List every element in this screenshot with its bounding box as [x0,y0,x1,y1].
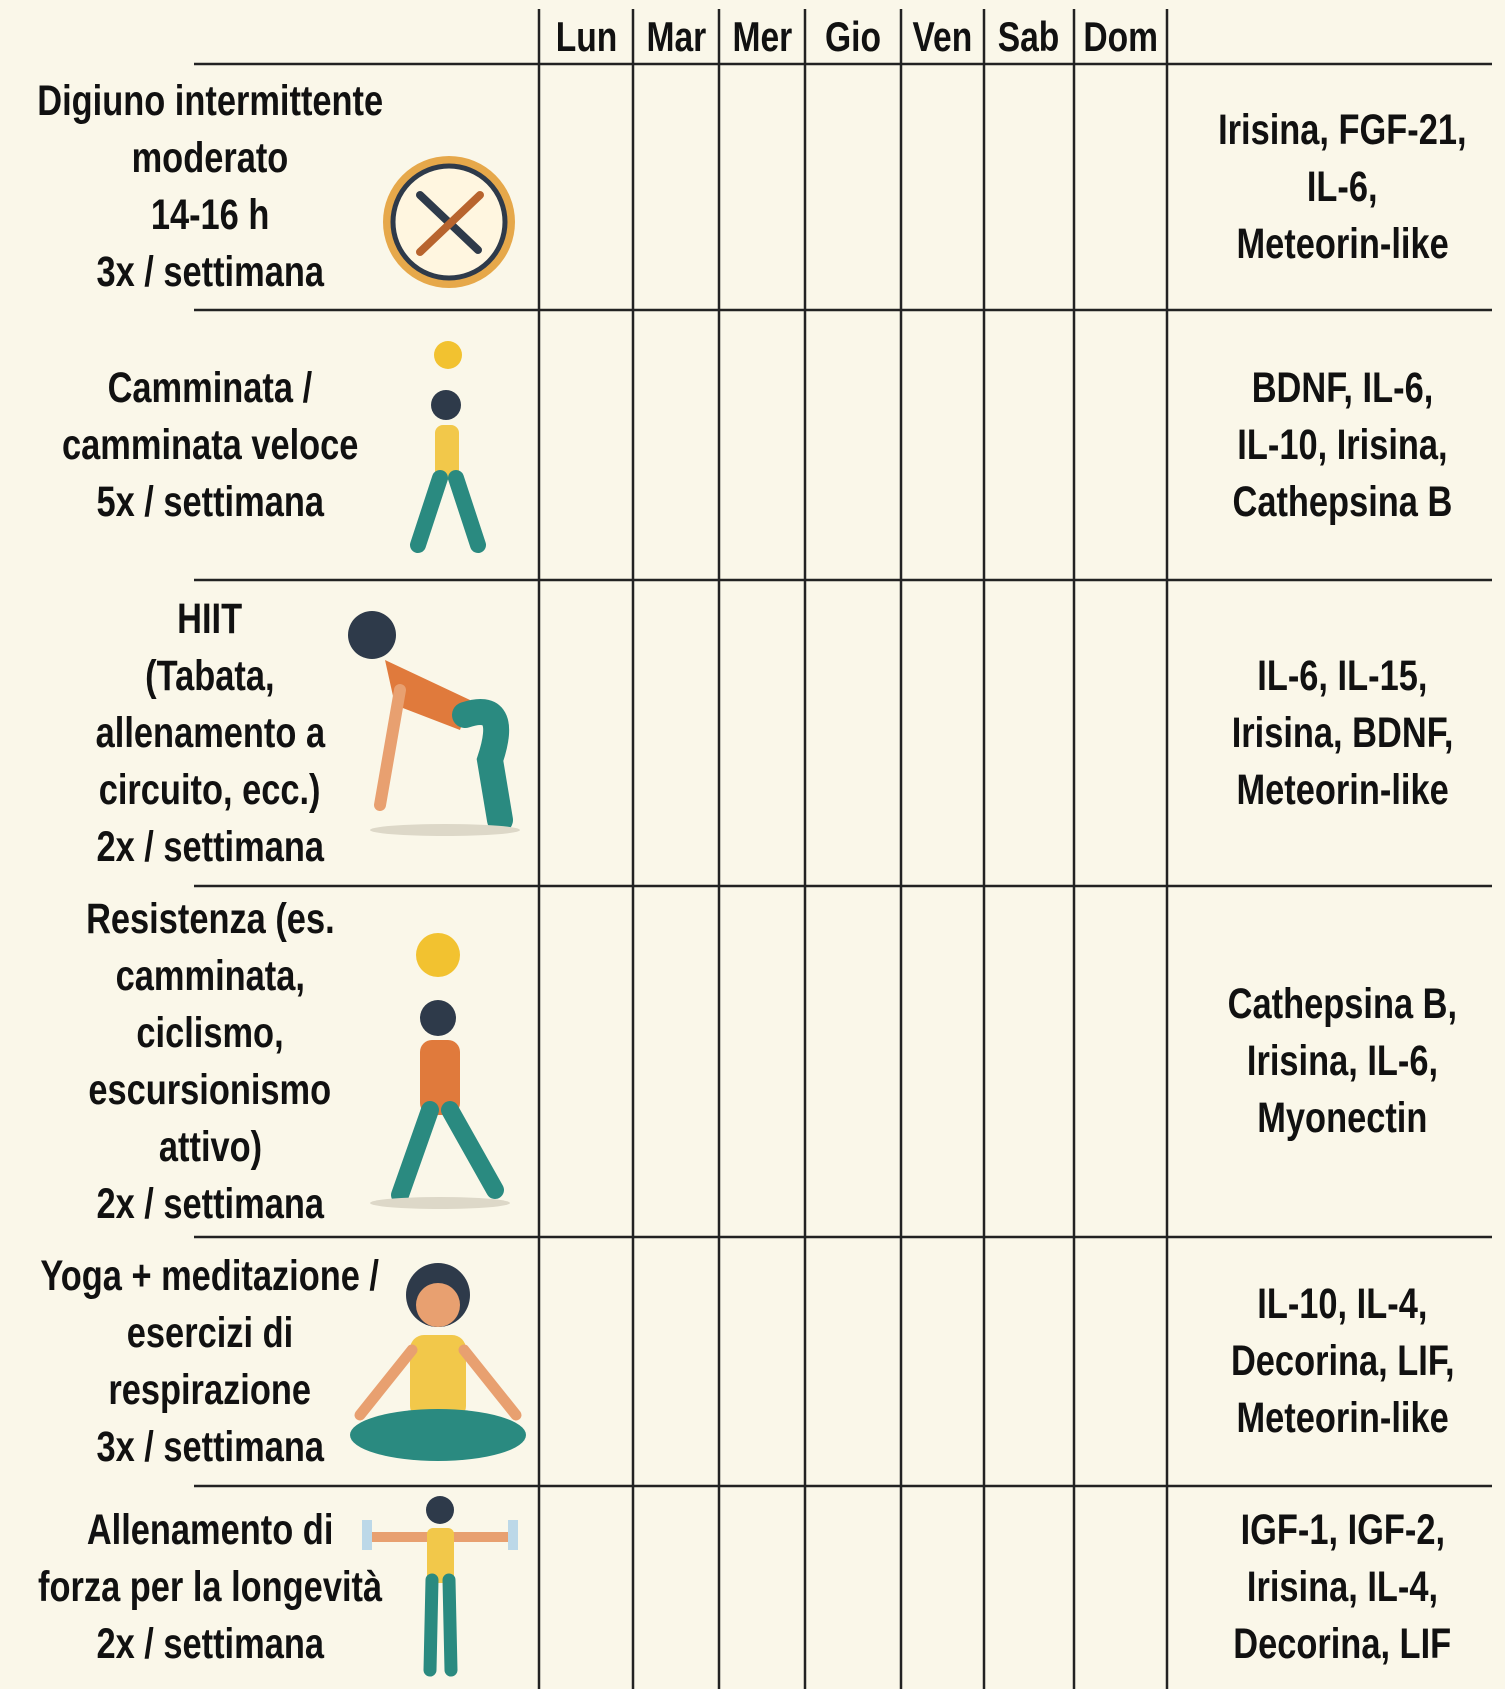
activity-text: esercizi di [126,1308,294,1357]
day-label: Gio [825,13,881,60]
molecules-cell: IL-6, IL-15, Irisina, BDNF, Meteorin-like [1180,580,1505,886]
day-header: Dom [1074,10,1167,64]
molecule-text: Cathepsina B [1232,477,1453,526]
activity-cell: Digiuno intermittente moderato 14-16 h 3x /… [0,64,420,310]
activity-text: allenamento a [95,708,325,757]
day-label: Mer [732,13,792,60]
day-header: Gio [805,10,901,64]
activity-text: moderato [131,134,289,182]
day-header: Lun [539,10,633,64]
activity-text: respirazione [108,1365,312,1414]
activity-text: Yoga + meditazione / [40,1251,380,1300]
activity-cell: Resistenza (es. camminata, ciclismo, escurs… [0,886,420,1237]
activity-text: Resistenza (es. [85,894,335,943]
molecule-text: Meteorin-like [1236,765,1449,814]
molecule-text: Irisina, IL-4, [1246,1563,1439,1611]
activity-text: 5x / settimana [96,477,324,526]
activity-text: 2x / settimana [96,1179,324,1228]
grid-lines [194,9,1492,1689]
activity-text: camminata veloce [61,420,359,469]
activity-text: escursionismo [88,1065,332,1114]
molecules-cell: BDNF, IL-6, IL-10, Irisina, Cathepsina B [1180,310,1505,580]
day-header: Sab [984,10,1074,64]
molecule-text: Irisina, FGF-21, [1218,105,1467,154]
activity-cell: HIIT (Tabata, allenamento a circuito, ecc.)… [0,580,420,886]
day-label: Sab [998,13,1060,60]
yoga-icon [350,1263,526,1461]
activity-text: ciclismo, [136,1008,284,1057]
activity-cell: Allenamento di forza per la longevità 2x /… [0,1486,420,1689]
day-header: Mer [719,10,805,64]
activity-text: attivo) [158,1122,262,1171]
day-header: Ven [901,10,984,64]
molecules-cell: Irisina, FGF-21, IL-6, Meteorin-like [1180,64,1505,310]
activity-text: (Tabata, [145,651,275,700]
molecule-text: Meteorin-like [1236,1394,1449,1442]
day-header: Mar [633,10,719,64]
molecule-text: IL-10, IL-4, [1257,1280,1428,1328]
molecule-text: Cathepsina B, [1227,980,1458,1028]
molecules-cell: IL-10, IL-4, Decorina, LIF, Meteorin-like [1180,1237,1505,1486]
activity-cell: Yoga + meditazione / esercizi di respirazi… [0,1237,420,1486]
activity-text: 3x / settimana [96,1422,324,1471]
activity-text: Digiuno intermittente [37,77,383,125]
activity-text: Allenamento di [86,1506,334,1554]
endurance-icon [370,933,510,1209]
molecule-text: IL-6, IL-15, [1257,651,1428,700]
activity-text: 14-16 h [150,191,270,239]
clock-icon [383,156,515,288]
molecule-text: BDNF, IL-6, [1251,363,1434,412]
walking-icon [410,341,486,553]
molecule-text: Irisina, BDNF, [1231,708,1454,757]
activity-text: circuito, ecc.) [99,765,321,814]
activity-text: Camminata / [107,363,313,412]
activity-text: camminata, [115,951,305,1000]
molecule-text: IL-6, [1307,162,1378,211]
activity-text: HIIT [177,594,243,643]
molecule-text: Decorina, LIF [1233,1620,1452,1668]
strength-icon [362,1496,518,1677]
molecules-cell: Cathepsina B, Irisina, IL-6, Myonectin [1180,886,1505,1237]
activity-text: 3x / settimana [96,248,324,296]
molecule-text: Irisina, IL-6, [1246,1037,1439,1085]
day-label: Lun [555,13,617,60]
molecule-text: Decorina, LIF, [1230,1337,1455,1385]
molecule-text: Myonectin [1257,1094,1428,1142]
molecule-text: Meteorin-like [1236,219,1449,268]
molecules-cell: IGF-1, IGF-2, Irisina, IL-4, Decorina, LIF [1180,1486,1505,1689]
molecule-text: IGF-1, IGF-2, [1240,1506,1445,1554]
day-label: Mar [646,13,706,60]
activity-text: 2x / settimana [96,1620,324,1668]
activity-cell: Camminata / camminata veloce 5x / settiman… [0,310,420,580]
day-label: Dom [1083,13,1158,60]
activity-text: 2x / settimana [96,822,324,871]
day-label: Ven [912,13,973,60]
hiit-icon [348,611,520,836]
molecule-text: IL-10, Irisina, [1237,420,1448,469]
activity-text: forza per la longevità [37,1563,383,1611]
